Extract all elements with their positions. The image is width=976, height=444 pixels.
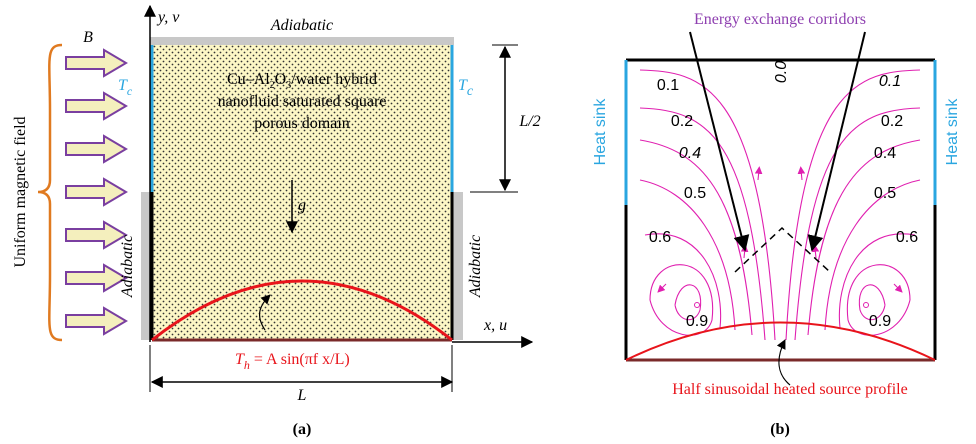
domain-line: nanofluid saturated square xyxy=(218,93,387,110)
field-arrows xyxy=(66,50,126,334)
panel-a: Uniform magnetic field B y, v x, u Adiab… xyxy=(12,6,541,438)
formula: = A sin(πf x/L) xyxy=(250,351,350,368)
contour-label: 0.4 xyxy=(874,145,896,162)
corridor-title: Energy exchange corridors xyxy=(694,11,866,28)
field-arrow xyxy=(66,265,126,291)
text: Cu–Al xyxy=(227,71,270,88)
y-axis-label: y, v xyxy=(156,9,180,26)
field-arrow xyxy=(66,179,126,205)
gravity-label: g xyxy=(298,197,306,214)
field-symbol: B xyxy=(83,29,93,46)
source-formula: Th = A sin(πf x/L) xyxy=(235,351,350,372)
cold-label: Tc xyxy=(458,77,474,99)
length-label: L xyxy=(297,387,307,404)
field-arrow xyxy=(66,93,126,119)
sink-label: Heat sink xyxy=(944,98,961,166)
corridor-pointer xyxy=(812,32,865,250)
contour-label: 0.5 xyxy=(874,185,896,202)
text: /water hybrid xyxy=(291,71,377,88)
contour-label: 0.2 xyxy=(881,113,903,130)
contour-label: 0.9 xyxy=(869,313,891,330)
right-wall-label: Adiabatic xyxy=(467,235,484,298)
contour-label: 0.5 xyxy=(684,185,706,202)
field-arrow xyxy=(66,222,126,248)
top-wall xyxy=(150,37,454,45)
field-arrow xyxy=(66,50,126,76)
contour-label: 0.4 xyxy=(679,145,701,162)
contour-label: 0.6 xyxy=(896,229,918,246)
extremum-marker xyxy=(695,303,700,308)
field-label: Uniform magnetic field xyxy=(12,116,29,267)
contour-label: 0.0 xyxy=(773,61,790,83)
source-pointer xyxy=(779,340,790,385)
contour-label: 0.6 xyxy=(649,229,671,246)
source-label: Half sinusoidal heated source profile xyxy=(672,381,907,398)
field-arrow xyxy=(66,308,126,334)
text: O xyxy=(275,71,287,88)
subscript: c xyxy=(127,84,133,98)
x-axis-label: x, u xyxy=(483,317,507,334)
extremum-marker xyxy=(864,303,869,308)
contour-label: 0.9 xyxy=(686,313,708,330)
right-adiabatic-wall xyxy=(452,192,463,340)
figure: Uniform magnetic field B y, v x, u Adiab… xyxy=(0,0,976,444)
panel-b: Energy exchange corridors Heat sink Heat… xyxy=(592,11,961,438)
field-arrow xyxy=(66,136,126,162)
porous-domain xyxy=(152,45,452,340)
panel-label: (a) xyxy=(293,421,312,438)
subscript: c xyxy=(467,84,474,99)
top-wall-label: Adiabatic xyxy=(270,17,333,34)
contour-labels: 0.1 0.1 0.0 0.2 0.2 0.4 0.4 0.5 0.5 0.6 0.6 0.9 0.9 xyxy=(649,61,918,330)
contour-label: 0.1 xyxy=(657,77,679,94)
contour-label: 0.1 xyxy=(879,73,901,90)
panel-label: (b) xyxy=(770,421,790,438)
contour-label: 0.2 xyxy=(671,113,693,130)
sink-label: Heat sink xyxy=(592,98,609,166)
left-wall-label: Adiabatic xyxy=(119,235,136,298)
brace xyxy=(38,45,62,340)
domain-line: porous domain xyxy=(254,115,350,132)
streamlines xyxy=(640,70,920,340)
cold-label: Tc xyxy=(118,77,133,98)
half-length-label: L/2 xyxy=(518,113,540,130)
